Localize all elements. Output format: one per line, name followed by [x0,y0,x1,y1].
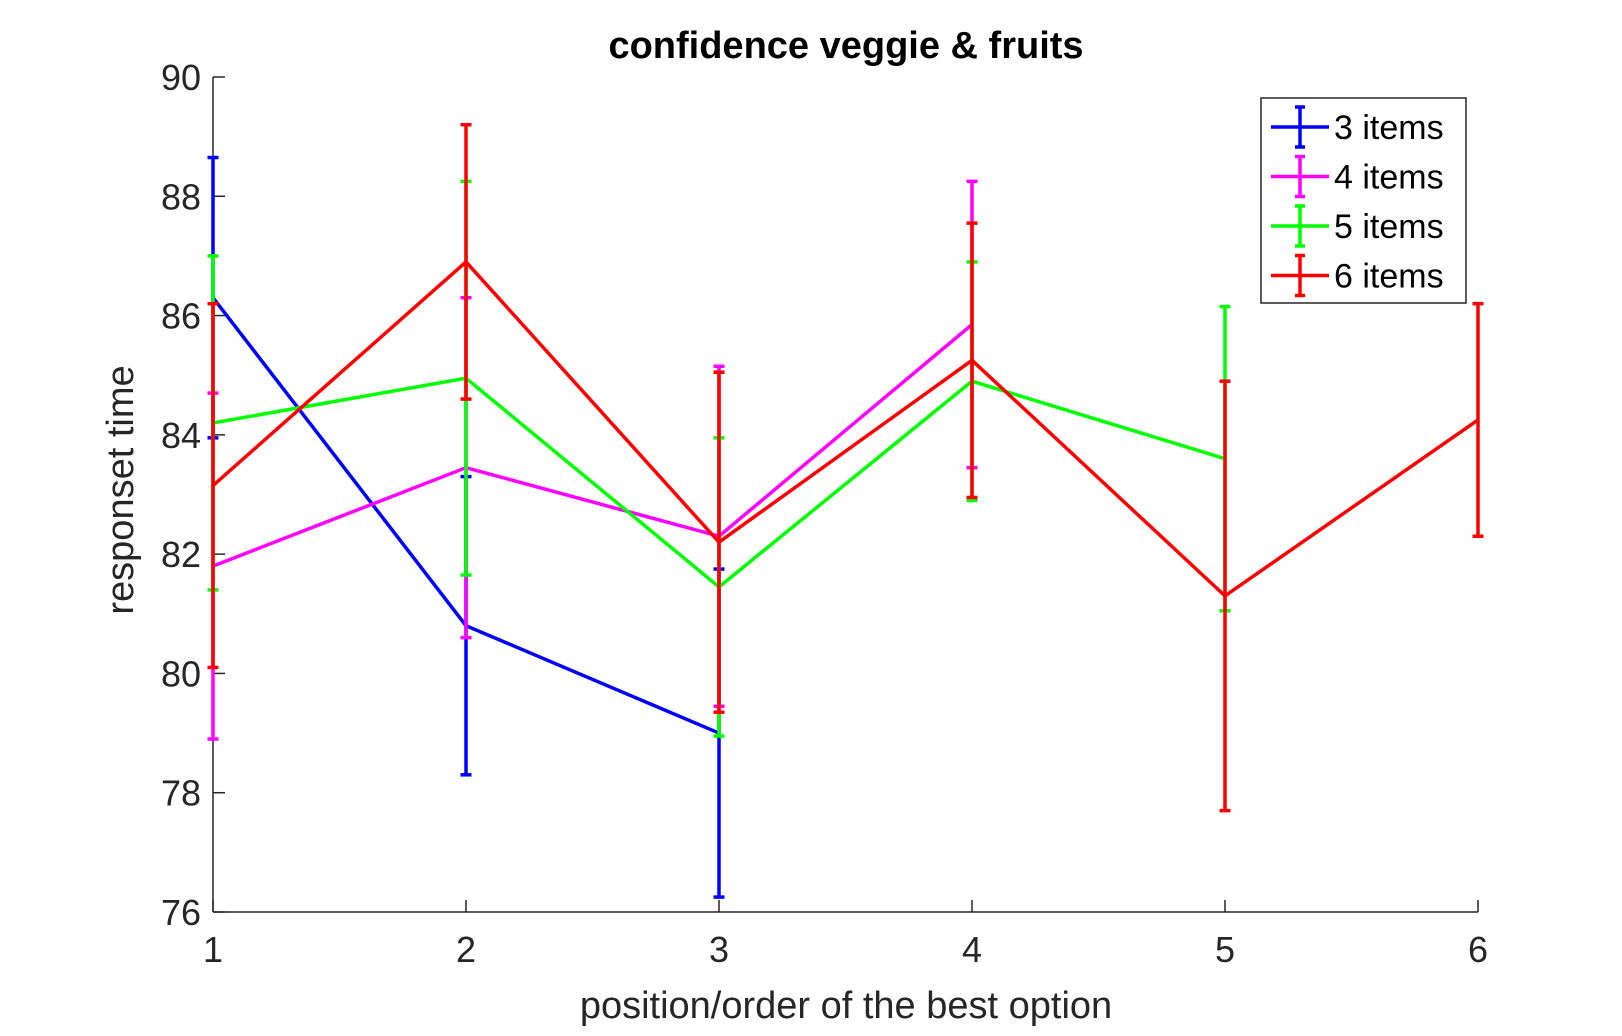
x-tick-label: 1 [203,929,223,970]
y-tick-label: 90 [161,57,201,98]
y-tick-label: 76 [161,892,201,933]
x-tick-label: 4 [962,929,982,970]
error-bar [461,125,472,399]
x-axis: 1 2 3 4 5 6 [203,900,1488,970]
y-tick-label: 78 [161,773,201,814]
error-bar [967,223,978,497]
legend-label: 4 items [1334,159,1444,197]
legend-label: 5 items [1334,208,1444,246]
x-tick-label: 3 [709,929,729,970]
error-bar [1473,304,1484,537]
x-tick-label: 5 [1215,929,1235,970]
y-tick-label: 80 [161,653,201,694]
y-axis-label: responset time [100,365,142,614]
series-2 [208,181,978,739]
legend-label: 6 items [1334,258,1444,296]
x-tick-label: 6 [1468,929,1488,970]
y-tick-label: 82 [161,534,201,575]
error-bar [208,304,219,668]
y-tick-label: 84 [161,415,201,456]
error-bar [1220,381,1231,810]
x-tick-label: 2 [456,929,476,970]
x-axis-label: position/order of the best option [580,985,1112,1027]
error-bar [714,372,725,712]
y-tick-label: 88 [161,176,201,217]
legend: 3 items 4 items 5 items 6 items [1261,98,1466,303]
chart-title: confidence veggie & fruits [608,25,1083,67]
y-axis: 76 78 80 82 84 86 88 90 [161,57,225,933]
legend-label: 3 items [1334,109,1444,147]
y-tick-label: 86 [161,296,201,337]
